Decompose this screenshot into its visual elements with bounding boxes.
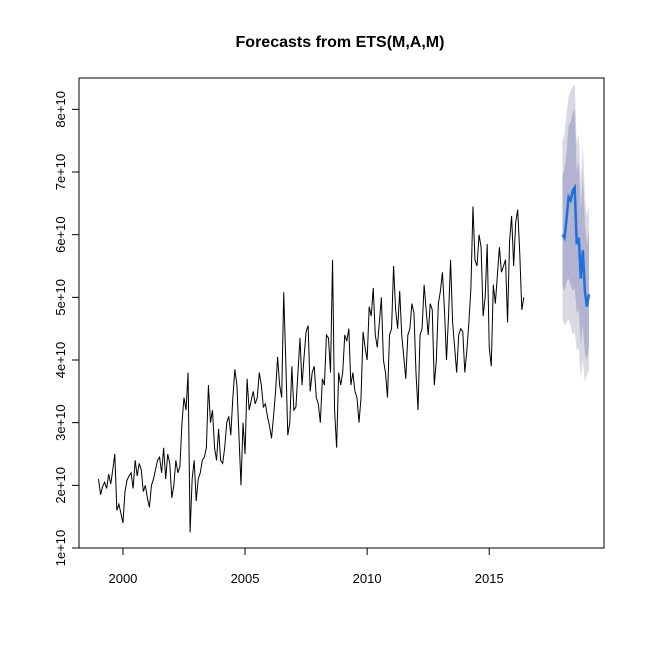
x-tick-label: 2010 [353,571,382,586]
x-axis: 2000 2005 2010 2015 [108,547,504,586]
y-tick-label: 3e+10 [53,404,68,441]
x-tick-label: 2015 [475,571,504,586]
history-line [98,206,525,533]
y-tick-label: 8e+10 [53,91,68,128]
y-tick-label: 4e+10 [53,342,68,379]
plot-frame [78,77,605,549]
x-tick-label: 2000 [108,571,137,586]
series-lines [98,183,591,533]
y-tick-label: 6e+10 [53,216,68,253]
y-tick-label: 7e+10 [53,154,68,191]
forecast-line [561,183,591,307]
y-axis: 1e+10 2e+10 3e+10 4e+10 5e+10 6e+10 7e+10 8e+10 [53,91,80,567]
x-tick-label: 2005 [231,571,260,586]
y-tick-label: 2e+10 [53,467,68,504]
y-tick-label: 1e+10 [53,530,68,567]
chart-title: Forecasts from ETS(M,A,M) [236,34,445,51]
y-tick-label: 5e+10 [53,279,68,316]
